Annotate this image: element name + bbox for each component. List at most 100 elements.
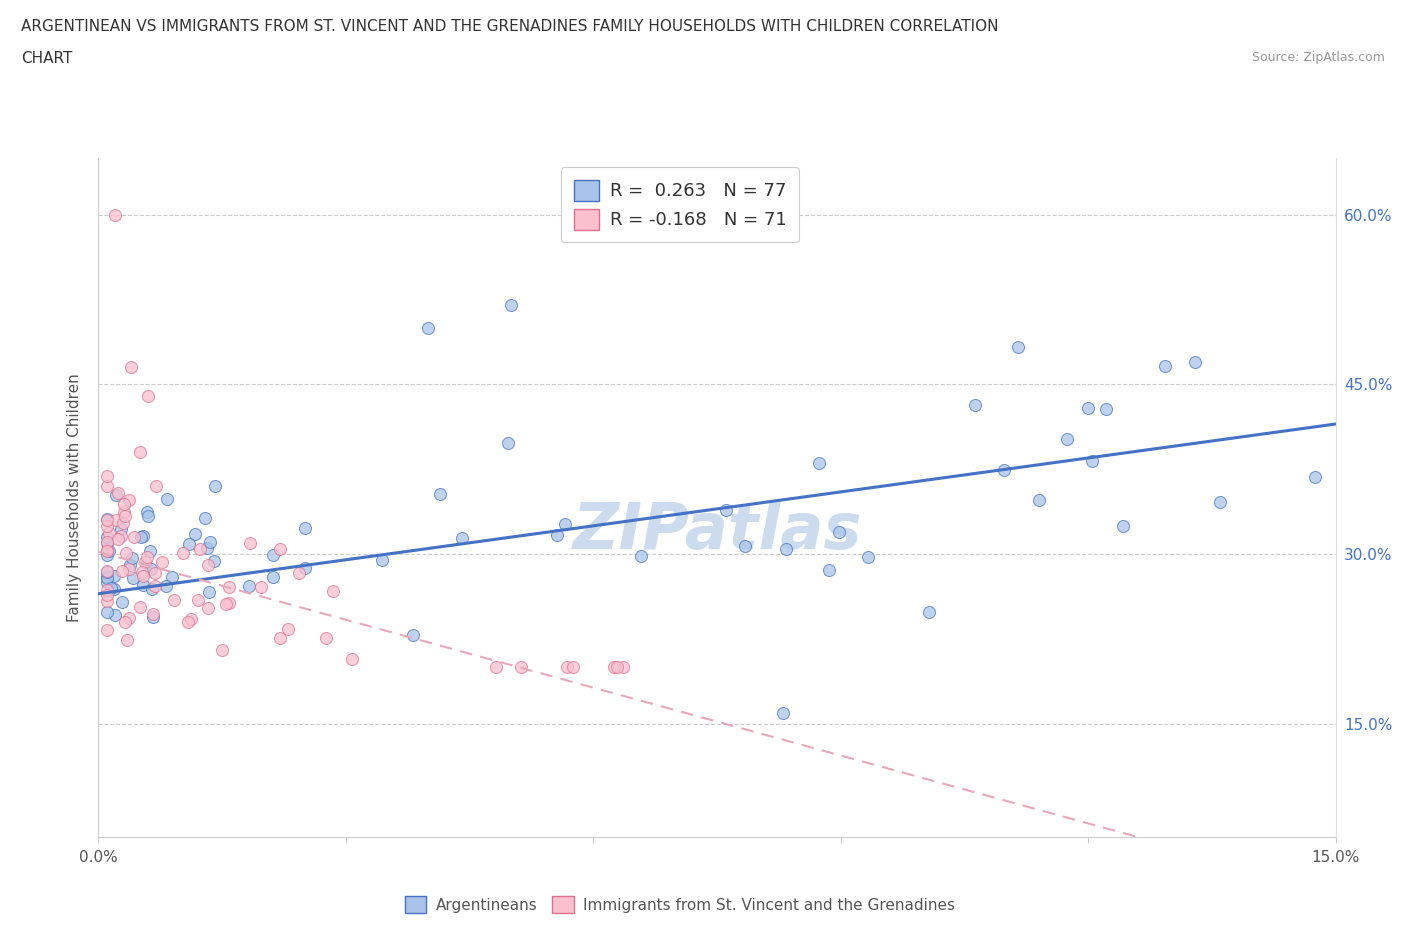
Point [128,445,150,459]
Point [775,542,797,557]
Point [606,660,628,675]
Point [120,360,142,375]
Point [118,558,141,573]
Point [103,569,125,584]
Point [418,320,440,336]
Point [112,505,135,520]
Point [96,588,118,603]
Point [180,611,202,626]
Point [322,584,344,599]
Legend: Argentineans, Immigrants from St. Vincent and the Grenadines: Argentineans, Immigrants from St. Vincen… [398,888,963,921]
Point [238,578,260,593]
Point [555,660,578,675]
Point [198,584,221,599]
Point [96,575,118,590]
Point [134,555,156,570]
Point [96,542,118,557]
Point [554,517,576,532]
Point [131,565,153,579]
Point [141,581,163,596]
Point [188,541,211,556]
Point [96,565,118,579]
Point [250,579,273,594]
Point [110,529,132,544]
Point [104,607,127,622]
Point [100,581,122,596]
Point [97,544,120,559]
Point [239,536,262,551]
Point [112,516,135,531]
Point [315,631,337,645]
Point [132,578,155,593]
Point [96,536,118,551]
Point [139,544,162,559]
Point [142,606,165,621]
Point [218,595,240,610]
Text: CHART: CHART [21,51,73,66]
Point [105,487,128,502]
Point [112,497,135,512]
Point [218,579,240,594]
Point [111,594,134,609]
Point [155,578,177,593]
Point [1184,354,1206,369]
Point [402,628,425,643]
Point [429,486,451,501]
Point [215,597,238,612]
Point [96,564,118,578]
Point [96,535,118,550]
Point [496,435,519,450]
Point [136,389,159,404]
Point [1154,358,1177,373]
Point [772,705,794,720]
Point [262,569,284,584]
Point [156,491,179,506]
Point [202,553,225,568]
Point [96,570,118,585]
Point [131,568,153,583]
Point [294,521,316,536]
Point [122,530,145,545]
Point [172,546,194,561]
Point [97,526,120,541]
Point [111,564,134,578]
Point [96,468,118,483]
Point [136,505,159,520]
Point [143,578,166,593]
Point [96,548,118,563]
Point [96,622,118,637]
Point [96,583,118,598]
Point [177,615,200,630]
Point [1081,453,1104,468]
Point [262,548,284,563]
Point [145,479,167,494]
Point [129,529,152,544]
Point [195,540,218,555]
Point [187,592,209,607]
Text: ZIPatlas: ZIPatlas [572,500,862,563]
Point [115,633,138,648]
Point [197,601,219,616]
Point [110,522,132,537]
Point [204,479,226,494]
Point [1209,495,1232,510]
Point [143,565,166,580]
Point [177,537,200,551]
Point [1007,339,1029,354]
Point [136,550,159,565]
Point [96,519,118,534]
Point [294,561,316,576]
Text: ARGENTINEAN VS IMMIGRANTS FROM ST. VINCENT AND THE GRENADINES FAMILY HOUSEHOLDS : ARGENTINEAN VS IMMIGRANTS FROM ST. VINCE… [21,19,998,33]
Point [856,550,879,565]
Y-axis label: Family Households with Children: Family Households with Children [67,373,83,622]
Point [163,593,186,608]
Point [561,660,583,675]
Point [150,554,173,569]
Point [141,562,163,577]
Point [1077,401,1099,416]
Point [96,530,118,545]
Point [107,532,129,547]
Point [107,486,129,501]
Point [1095,402,1118,417]
Point [198,534,221,549]
